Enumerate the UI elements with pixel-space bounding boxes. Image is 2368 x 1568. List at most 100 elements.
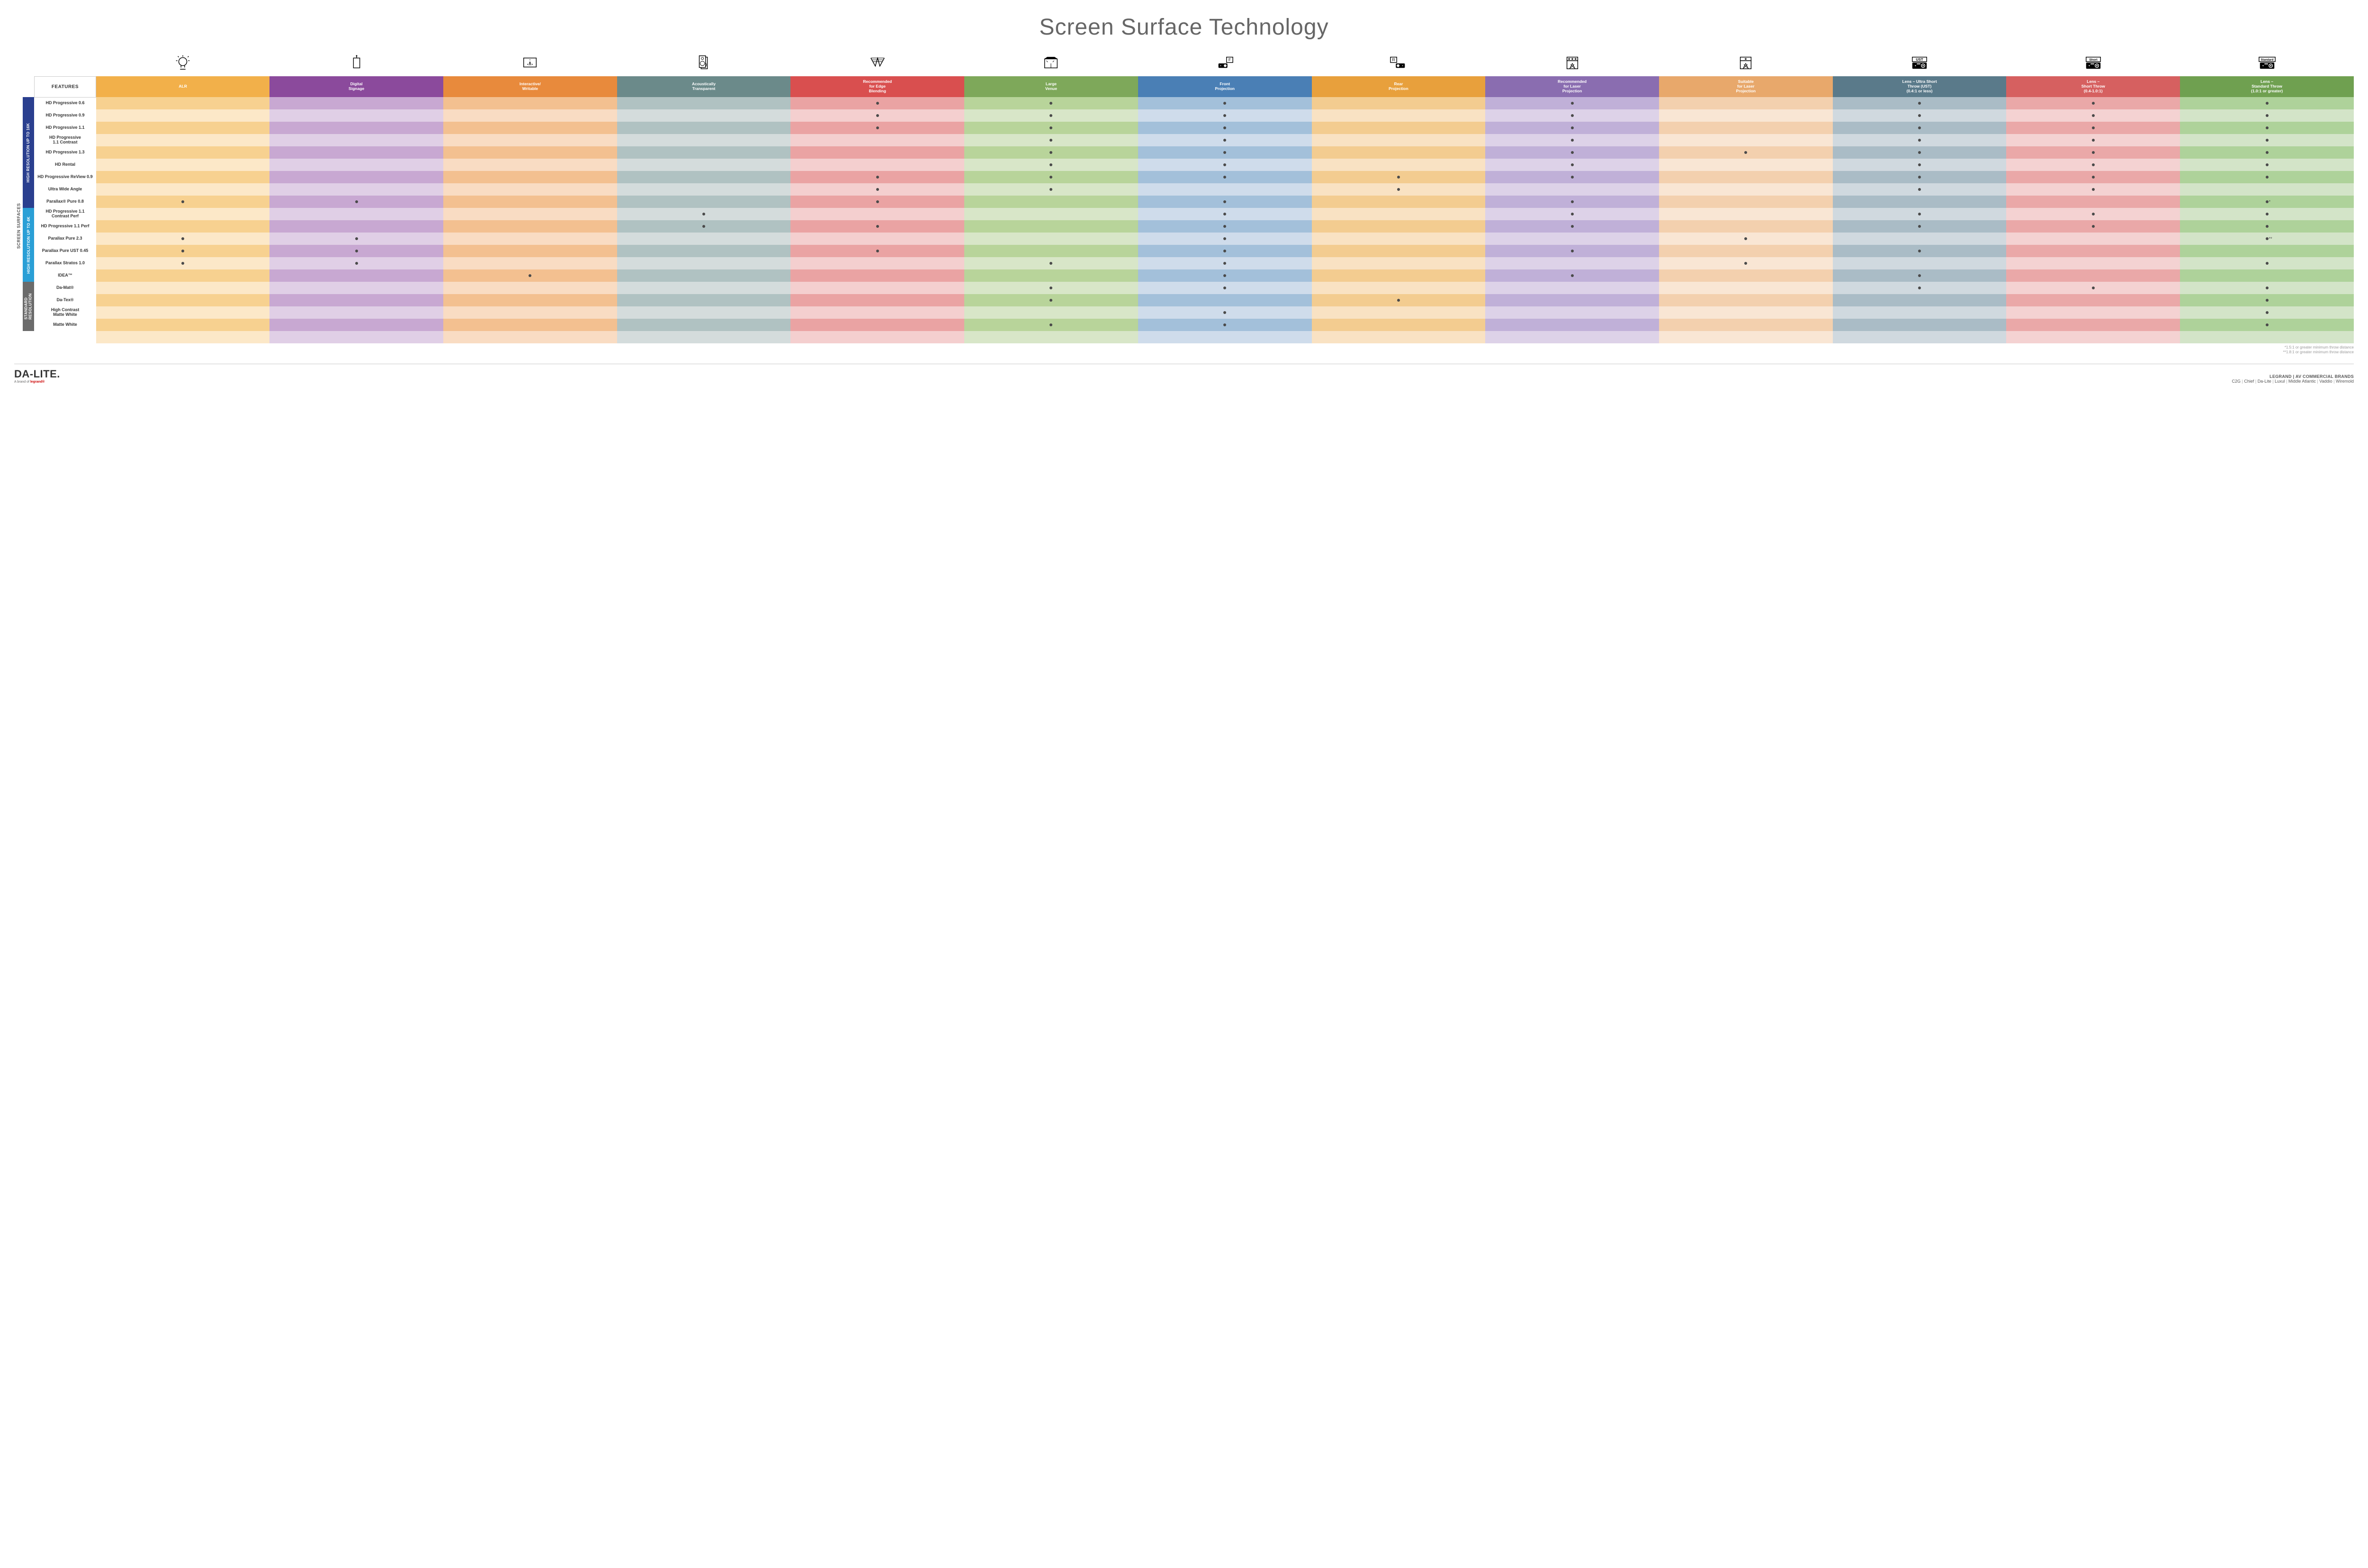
cell xyxy=(617,109,791,122)
cell xyxy=(1138,159,1312,171)
cell xyxy=(1312,159,1486,171)
cell xyxy=(1833,257,2007,269)
cell xyxy=(1312,294,1486,306)
cell xyxy=(964,183,1138,196)
cell xyxy=(1138,220,1312,233)
cell xyxy=(964,282,1138,294)
cell xyxy=(1485,109,1659,122)
cell xyxy=(964,306,1138,319)
cell xyxy=(1659,319,1833,331)
cell xyxy=(1138,245,1312,257)
cell xyxy=(1138,122,1312,134)
logo: DA-LITE. xyxy=(14,368,60,380)
logo-tagline: A brand of legrand® xyxy=(14,380,60,384)
cell xyxy=(96,134,270,146)
cell xyxy=(790,269,964,282)
cell xyxy=(443,183,617,196)
cell xyxy=(443,97,617,109)
cell xyxy=(964,146,1138,159)
cell xyxy=(790,109,964,122)
cell xyxy=(2006,233,2180,245)
surface-table: FEATURESALRDigitalSignageInteractive/Wri… xyxy=(34,50,2354,343)
cell xyxy=(1833,245,2007,257)
cell xyxy=(617,122,791,134)
cell xyxy=(964,208,1138,220)
cell xyxy=(1312,319,1486,331)
cell xyxy=(2006,109,2180,122)
cell xyxy=(1659,269,1833,282)
cell xyxy=(964,319,1138,331)
cell xyxy=(1833,109,2007,122)
cell xyxy=(1312,269,1486,282)
laser1-icon xyxy=(1659,50,1833,76)
col-header: LargeVenue xyxy=(964,76,1138,97)
cell xyxy=(2180,220,2354,233)
cell xyxy=(269,319,443,331)
cell xyxy=(1485,183,1659,196)
cell xyxy=(96,245,270,257)
cell xyxy=(1485,159,1659,171)
footer-brands: LEGRAND | AV COMMERCIAL BRANDS C2GChiefD… xyxy=(2232,374,2354,384)
cell xyxy=(1312,233,1486,245)
cell xyxy=(2180,245,2354,257)
cell xyxy=(443,208,617,220)
cell xyxy=(1138,269,1312,282)
cell xyxy=(617,146,791,159)
cell xyxy=(269,220,443,233)
touch-icon xyxy=(443,50,617,76)
cell xyxy=(1312,171,1486,183)
ust-icon xyxy=(1833,50,2007,76)
cell xyxy=(1833,196,2007,208)
cell xyxy=(96,171,270,183)
cell xyxy=(964,97,1138,109)
outer-vertical-label: SCREEN SURFACES xyxy=(14,50,23,355)
brands-title: LEGRAND | AV COMMERCIAL BRANDS xyxy=(2232,374,2354,379)
cell xyxy=(96,122,270,134)
cell xyxy=(1833,282,2007,294)
bulb-icon xyxy=(96,50,270,76)
cell xyxy=(964,159,1138,171)
cell xyxy=(1138,306,1312,319)
cell xyxy=(1659,97,1833,109)
cell xyxy=(1833,171,2007,183)
cell xyxy=(1833,122,2007,134)
cell xyxy=(617,134,791,146)
cell xyxy=(1485,233,1659,245)
cell xyxy=(1138,171,1312,183)
cell xyxy=(1659,220,1833,233)
cell xyxy=(269,183,443,196)
cell xyxy=(269,122,443,134)
cell xyxy=(964,134,1138,146)
cell xyxy=(1138,183,1312,196)
cell xyxy=(1485,282,1659,294)
cell xyxy=(1485,257,1659,269)
brands-list: C2GChiefDa-LiteLuxulMiddle AtlanticVaddi… xyxy=(2232,379,2354,384)
row-label: HD Progressive 0.9 xyxy=(35,109,96,122)
cell xyxy=(2006,134,2180,146)
cell xyxy=(964,294,1138,306)
page-title: Screen Surface Technology xyxy=(14,14,2354,40)
col-header: FrontProjection xyxy=(1138,76,1312,97)
cell xyxy=(1312,122,1486,134)
cell xyxy=(443,282,617,294)
cell xyxy=(2006,245,2180,257)
cell xyxy=(1312,109,1486,122)
cell xyxy=(443,109,617,122)
cell xyxy=(2006,196,2180,208)
cell xyxy=(1138,97,1312,109)
cell xyxy=(2006,122,2180,134)
cell xyxy=(964,196,1138,208)
cell xyxy=(2180,306,2354,319)
cell xyxy=(2006,97,2180,109)
cell xyxy=(1659,109,1833,122)
cell xyxy=(2180,282,2354,294)
cell xyxy=(1833,208,2007,220)
cell xyxy=(269,159,443,171)
cell xyxy=(790,134,964,146)
col-header: ALR xyxy=(96,76,270,97)
cell xyxy=(1659,171,1833,183)
cell xyxy=(2180,319,2354,331)
cell xyxy=(269,282,443,294)
row-label: High ContrastMatte White xyxy=(35,306,96,319)
cell xyxy=(1138,233,1312,245)
